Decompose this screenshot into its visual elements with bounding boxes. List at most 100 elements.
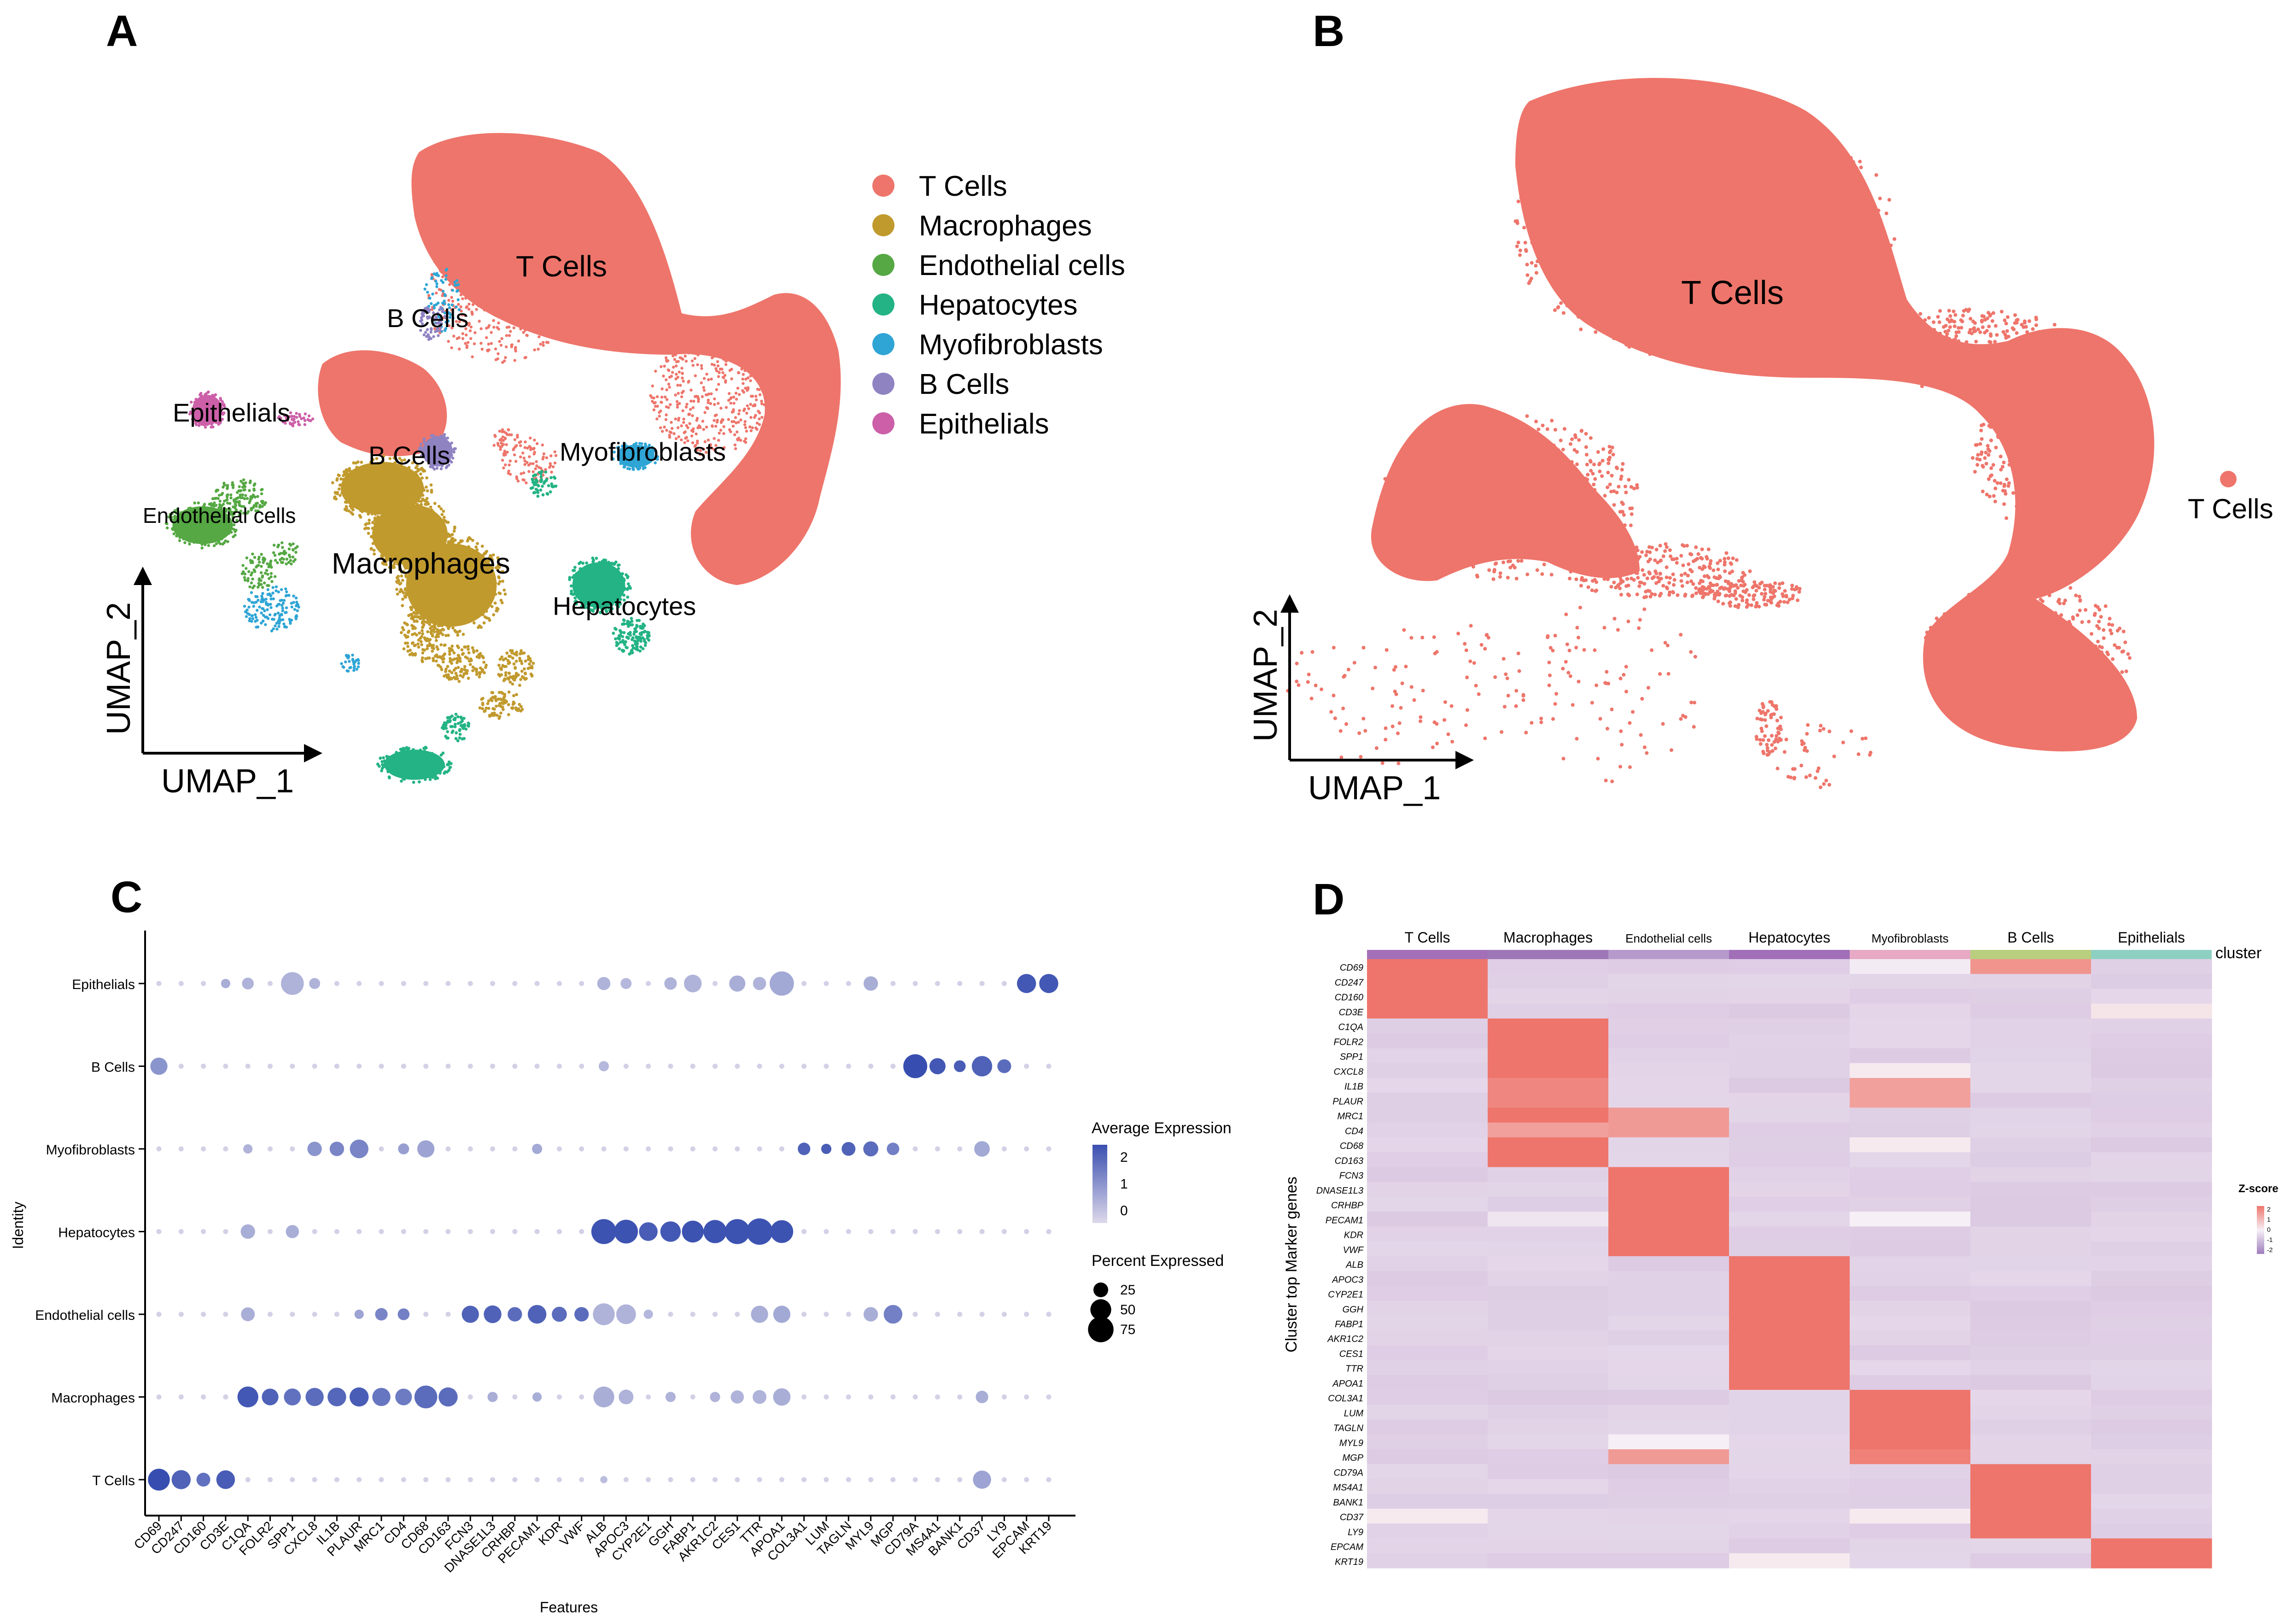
cluster-endothelial-cells-point	[243, 576, 246, 579]
cluster-t-cells-scatter-point	[762, 352, 766, 356]
cluster-t-cells-scatter-point	[438, 269, 442, 272]
cluster-macrophages-point	[457, 572, 461, 576]
cluster-t-cells-scatter-point	[494, 271, 498, 275]
cluster-macrophages-point	[441, 660, 445, 664]
cluster-t-cells-scatter-point	[504, 272, 507, 275]
cluster-t-cells-scatter-point	[728, 369, 732, 372]
cluster-hepatocytes-point	[380, 760, 384, 763]
cluster-hepatocytes-point	[458, 732, 462, 736]
cluster-t-cells-scatter-point	[461, 297, 464, 300]
cluster-t-cells-scatter-point	[555, 273, 559, 276]
cluster-t-cells-scatter-point	[804, 332, 807, 335]
cluster-macrophages-point	[353, 492, 356, 496]
cluster-macrophages-point	[414, 521, 418, 525]
cluster-t-cells-scatter-point	[372, 367, 375, 370]
cluster-t-cells-scatter-point	[724, 355, 728, 358]
cluster-t-cells-scatter-point	[743, 369, 747, 372]
cluster-macrophages-point	[390, 493, 393, 497]
cluster-t-cells-scatter-point	[420, 416, 423, 419]
cluster-macrophages-point	[397, 557, 400, 561]
cluster-macrophages-point	[452, 676, 456, 679]
cluster-label: Hepatocytes	[553, 591, 696, 621]
cluster-endothelial-cells-point	[229, 493, 233, 497]
cluster-endothelial-cells-point	[277, 544, 280, 547]
cluster-t-cells-scatter-point	[448, 262, 451, 265]
cluster-macrophages-point	[421, 599, 425, 603]
cluster-t-cells-scatter-point	[365, 368, 368, 371]
cluster-endothelial-cells-point	[199, 536, 203, 539]
cluster-macrophages-point	[467, 591, 471, 595]
cluster-macrophages-point	[385, 466, 388, 469]
cluster-macrophages-point	[381, 492, 385, 496]
cluster-endothelial-cells-point	[291, 555, 295, 559]
cluster-hepatocytes-point	[570, 589, 573, 593]
cluster-t-cells-scatter-point	[776, 359, 779, 362]
cluster-macrophages-point	[383, 530, 386, 533]
cluster-myofibroblasts-2-point	[444, 269, 448, 272]
cluster-t-cells-scatter-point	[730, 396, 733, 399]
cluster-macrophages-point	[417, 615, 421, 619]
cluster-t-cells-scatter-point	[556, 314, 559, 317]
cluster-t-cells-scatter-point	[507, 285, 510, 288]
cluster-hepatocytes	[376, 470, 651, 784]
cluster-myofibroblasts-point	[285, 590, 288, 593]
cluster-hepatocytes-point	[435, 771, 438, 774]
cluster-macrophages-point	[381, 460, 385, 463]
cluster-t-cells-scatter-point	[425, 408, 429, 411]
cluster-macrophages-point	[427, 521, 430, 525]
cluster-endothelial-cells-point	[273, 554, 277, 557]
cluster-hepatocytes-point	[459, 720, 462, 724]
cluster-macrophages-point	[435, 630, 439, 633]
cluster-t-cells-scatter-point	[817, 346, 820, 349]
cluster-t-cells-scatter-point	[682, 390, 685, 393]
cluster-macrophages-point	[369, 547, 373, 550]
cluster-macrophages-point	[481, 707, 485, 710]
cluster-t-cells-scatter-point	[489, 280, 493, 283]
cluster-hepatocytes-point	[638, 649, 642, 653]
cluster-macrophages-point	[368, 518, 371, 522]
cluster-macrophages-point	[430, 610, 433, 614]
cluster-hepatocytes-point	[612, 632, 615, 635]
cluster-t-cells-scatter-point	[691, 406, 695, 410]
cluster-macrophages-point	[371, 527, 374, 530]
cluster-t-cells-scatter-point	[784, 331, 788, 334]
cluster-hepatocytes-point	[541, 493, 545, 497]
cluster-hepatocytes-point	[584, 581, 587, 585]
cluster-macrophages-point	[415, 589, 418, 592]
cluster-t-cells-scatter-point	[731, 424, 735, 428]
cluster-macrophages-point	[418, 489, 422, 492]
cluster-t-cells-scatter-point	[518, 441, 521, 444]
cluster-t-cells-scatter-point	[453, 254, 456, 258]
cluster-t-cells-scatter-point	[691, 414, 694, 417]
cluster-t-cells-scatter-point	[509, 289, 513, 293]
cluster-t-cells-scatter-point	[529, 462, 532, 465]
cluster-myofibroblasts-point	[269, 597, 273, 601]
cluster-macrophages-point	[475, 567, 478, 570]
cluster-endothelial-cells-point	[193, 535, 197, 539]
cluster-t-cells-scatter-point	[371, 400, 374, 404]
cluster-macrophages-point	[414, 510, 417, 513]
cluster-endothelial-cells-point	[208, 537, 211, 540]
cluster-t-cells-scatter-point	[417, 381, 420, 385]
cluster-t-cells-scatter-point	[481, 265, 485, 269]
cluster-macrophages-point	[465, 580, 468, 583]
cluster-t-cells-scatter-point	[689, 399, 693, 403]
cluster-t-cells-scatter-point	[387, 376, 390, 379]
cluster-t-cells-scatter-point	[429, 405, 432, 409]
cluster-macrophages-point	[375, 457, 379, 460]
cluster-macrophages-point	[414, 653, 417, 657]
cluster-hepatocytes-point	[392, 766, 396, 769]
cluster-macrophages-point	[483, 671, 486, 674]
cluster-hepatocytes-point	[428, 778, 432, 781]
cluster-t-cells-scatter-point	[526, 299, 529, 303]
cluster-t-cells-scatter-point	[464, 297, 467, 300]
cluster-t-cells-scatter-point	[335, 404, 338, 407]
cluster-hepatocytes-point	[631, 636, 635, 639]
cluster-macrophages-point	[371, 521, 374, 524]
cluster-t-cells-scatter-point	[686, 439, 689, 442]
cluster-t-cells-scatter-point	[707, 439, 710, 442]
cluster-macrophages-point	[458, 629, 462, 633]
cluster-t-cells-scatter-point	[502, 466, 505, 469]
cluster-t-cells-scatter-point	[740, 368, 743, 371]
cluster-t-cells-scatter-point	[703, 440, 707, 443]
